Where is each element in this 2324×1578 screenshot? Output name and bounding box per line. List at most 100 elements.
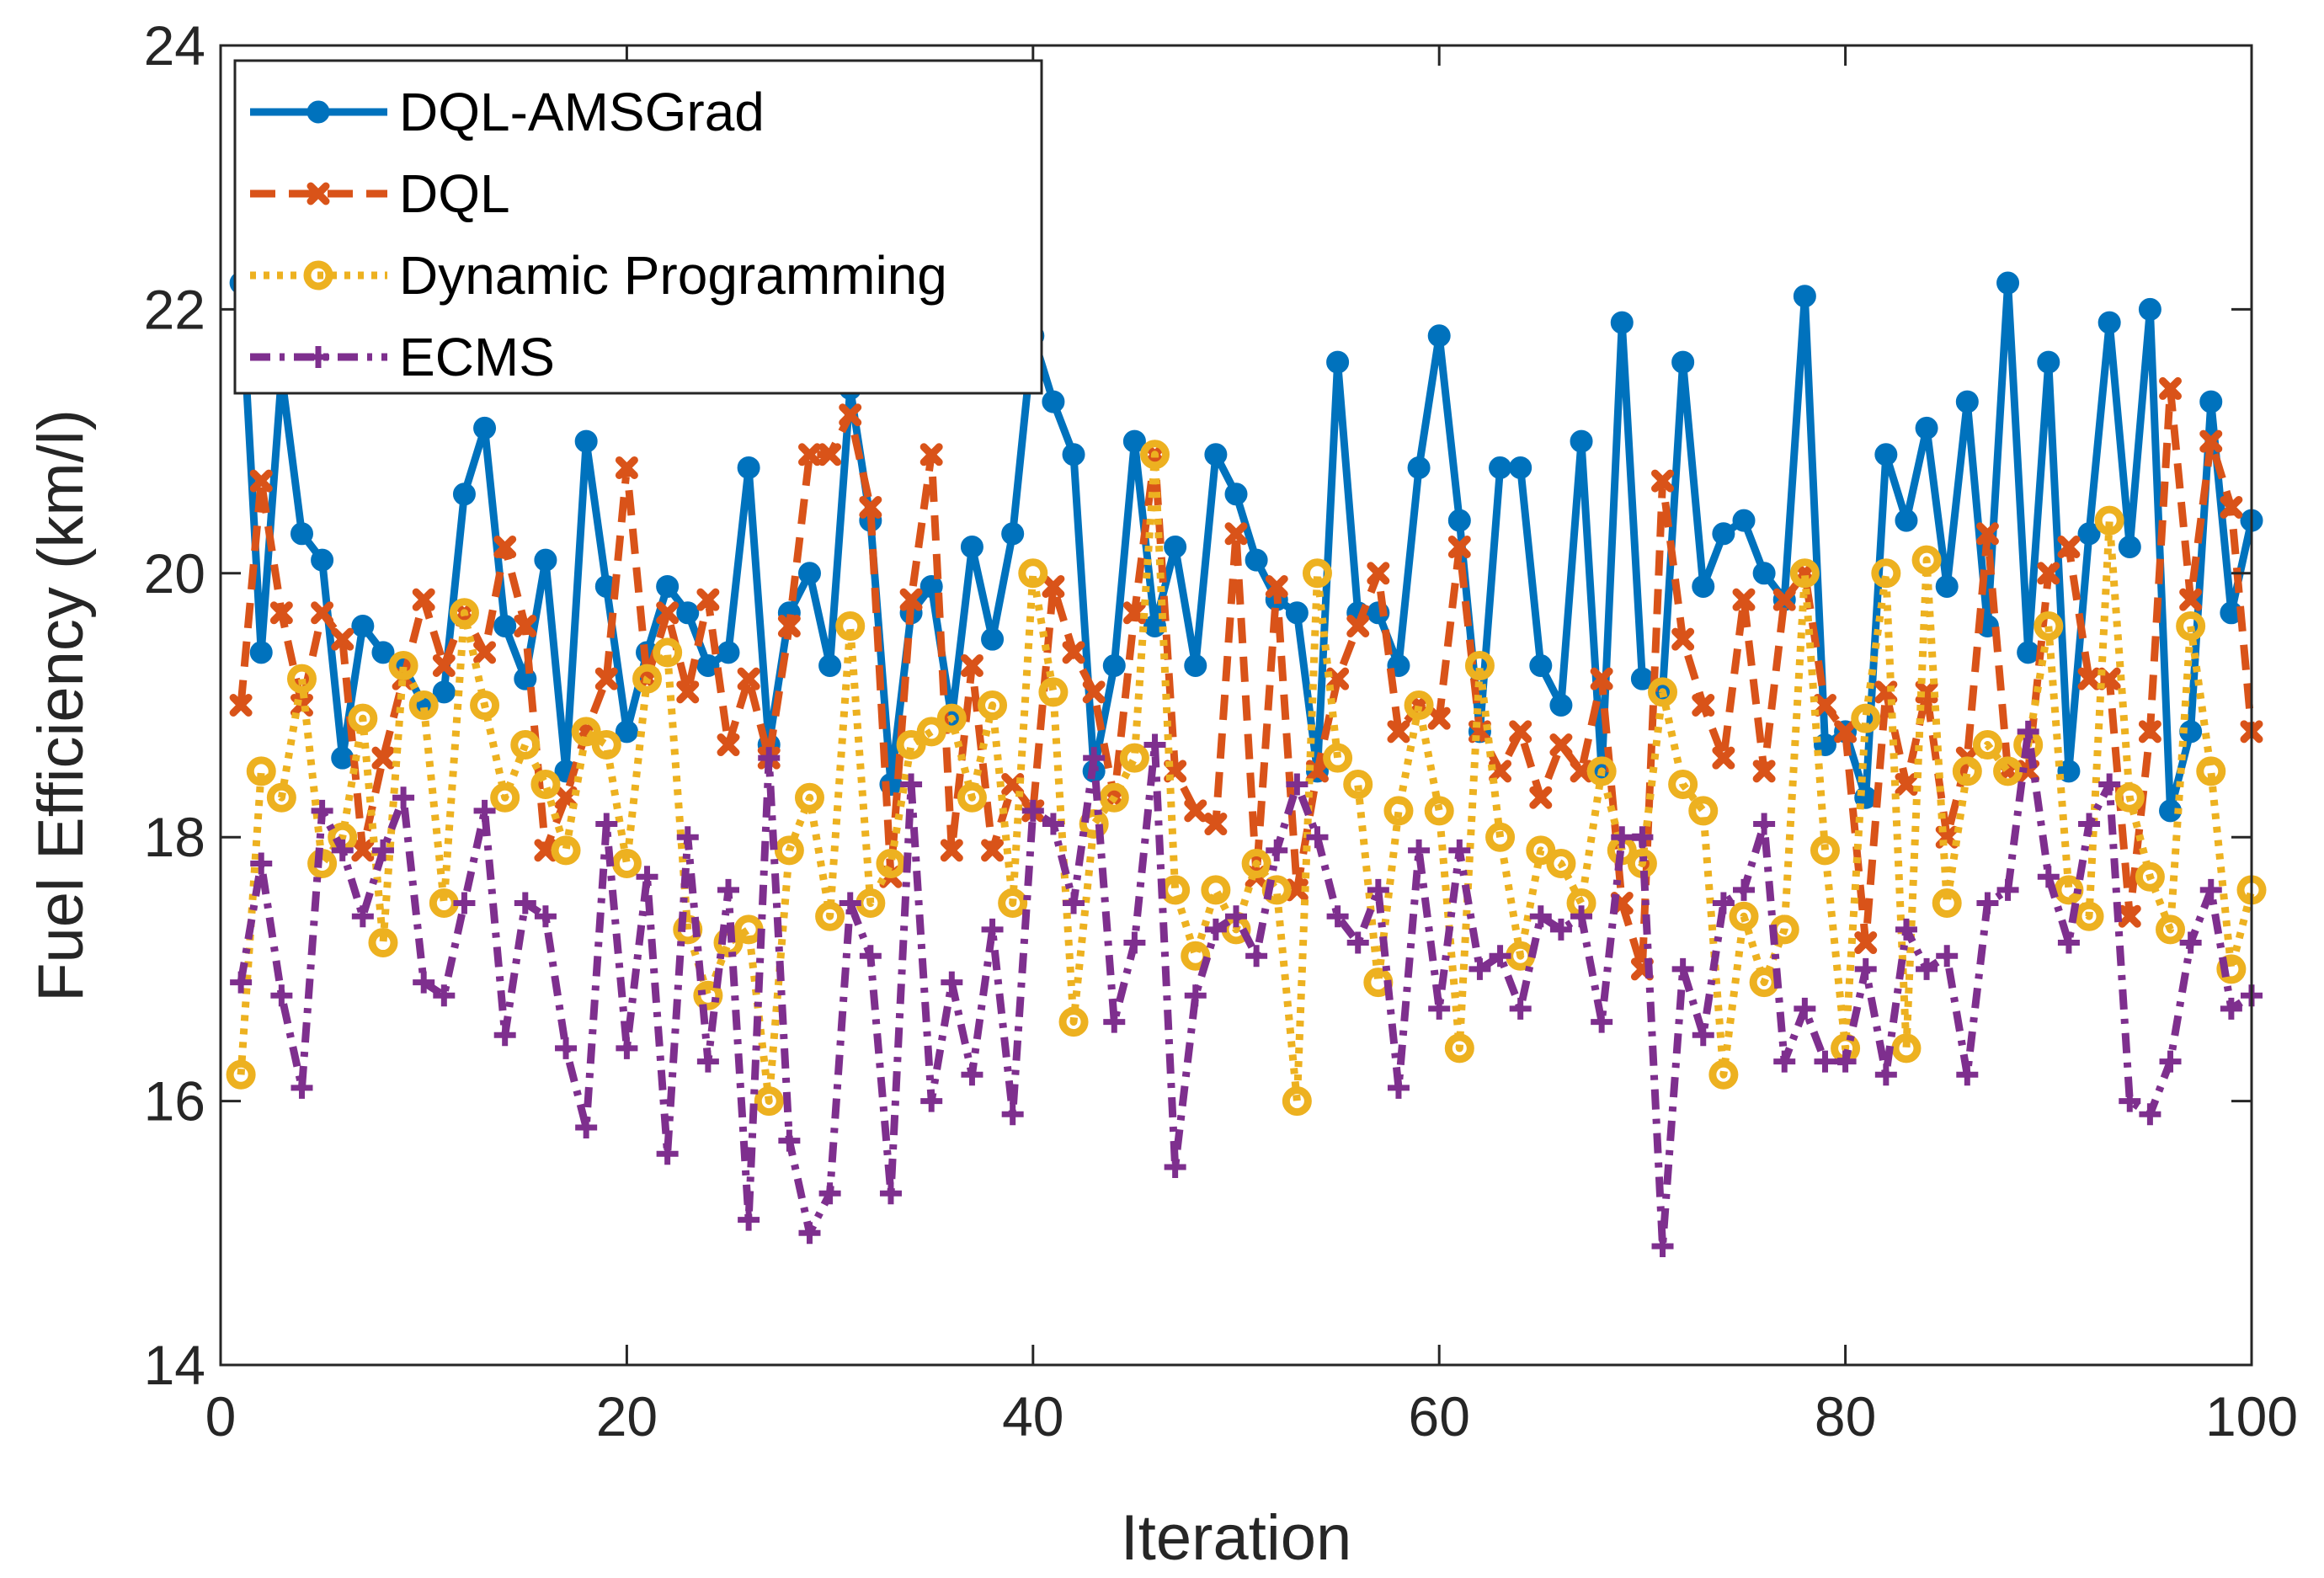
data-point: [1752, 562, 1776, 585]
data-point: [514, 667, 537, 690]
data-point: [1708, 1059, 1739, 1090]
data-point: [900, 773, 923, 796]
data-point: [774, 835, 804, 866]
data-point: [1083, 747, 1106, 770]
data-point: [1871, 558, 1901, 589]
data-point: [230, 971, 253, 994]
data-point: [676, 826, 699, 849]
data-point: [1123, 931, 1146, 954]
data-point: [2156, 914, 2186, 945]
data-point: [1935, 574, 1959, 598]
data-point: [266, 782, 296, 813]
data-point: [859, 495, 882, 519]
data-point: [1692, 694, 1715, 717]
data-point: [1529, 786, 1553, 809]
data-point: [1122, 429, 1146, 453]
data-point: [1265, 574, 1288, 598]
data-point: [656, 601, 680, 625]
data-point: [1122, 601, 1146, 625]
data-point: [1874, 1064, 1897, 1086]
data-point: [1794, 997, 1816, 1020]
data-point: [591, 730, 621, 760]
data-point: [1509, 997, 1532, 1020]
y-tick-label: 24: [144, 14, 205, 77]
legend-marker: [306, 182, 330, 205]
data-point: [470, 690, 500, 720]
data-point: [574, 429, 598, 453]
data-point: [1326, 350, 1350, 374]
data-point: [1772, 588, 1796, 611]
data-point: [632, 664, 663, 694]
data-point: [1427, 324, 1451, 348]
data-point: [1082, 680, 1106, 704]
legend-box: [233, 59, 1043, 395]
data-point: [1591, 1010, 1613, 1033]
data-point: [859, 945, 882, 968]
data-point: [616, 1037, 638, 1059]
data-point: [1447, 509, 1471, 532]
series-dql-amsgrad: [229, 271, 2263, 823]
data-point: [1814, 1050, 1836, 1073]
data-point: [1387, 1076, 1410, 1099]
data-point: [2097, 311, 2121, 334]
data-point: [1916, 957, 1938, 980]
data-point: [696, 1050, 719, 1073]
series-line: [237, 384, 2256, 973]
data-point: [835, 610, 866, 641]
data-point: [839, 892, 861, 914]
data-point: [1042, 813, 1064, 835]
data-point: [1549, 733, 1573, 757]
data-point: [473, 799, 496, 822]
data-point: [615, 720, 638, 744]
data-point: [737, 667, 760, 690]
data-point: [1323, 743, 1353, 773]
data-point: [1143, 733, 1166, 756]
data-point: [1712, 746, 1735, 770]
data-point: [351, 839, 375, 862]
data-point: [1509, 456, 1532, 479]
data-point: [250, 852, 273, 875]
data-point: [2138, 720, 2161, 744]
data-point: [514, 614, 537, 637]
data-point: [916, 717, 946, 747]
legend-marker: [307, 346, 329, 368]
data-point: [1343, 770, 1373, 800]
data-point: [1631, 826, 1654, 849]
data-point: [896, 730, 926, 760]
data-point: [1891, 1033, 1922, 1064]
data-point: [1915, 416, 1938, 440]
data-point: [1810, 835, 1840, 866]
data-point: [392, 786, 415, 809]
data-point: [1164, 1155, 1186, 1178]
data-point: [1526, 835, 1556, 866]
data-point: [1688, 796, 1719, 826]
data-point: [1753, 813, 1776, 835]
data-point: [1911, 545, 1942, 575]
data-point: [919, 574, 943, 598]
data-point: [1773, 1050, 1796, 1073]
data-point: [1079, 809, 1109, 840]
data-point: [2094, 505, 2124, 536]
data-point: [1485, 822, 1516, 852]
data-point: [1668, 770, 1698, 800]
data-point: [978, 690, 1008, 720]
data-point: [331, 746, 354, 770]
data-point: [351, 905, 374, 928]
data-point: [1042, 574, 1065, 598]
data-point: [269, 601, 293, 625]
legend-label: ECMS: [399, 327, 555, 387]
data-point: [1184, 653, 1207, 677]
data-point: [1952, 756, 1982, 786]
data-point: [1018, 558, 1048, 589]
data-point: [473, 641, 497, 664]
data-point: [1021, 799, 1044, 822]
data-point: [656, 1143, 679, 1165]
y-tick-label: 14: [144, 1334, 205, 1396]
data-point: [998, 888, 1028, 919]
data-point: [758, 747, 781, 770]
data-point: [555, 1037, 578, 1059]
data-point: [1164, 535, 1187, 558]
data-point: [1834, 1050, 1857, 1073]
legend-label: DQL-AMSGrad: [399, 82, 765, 142]
data-point: [311, 601, 334, 625]
